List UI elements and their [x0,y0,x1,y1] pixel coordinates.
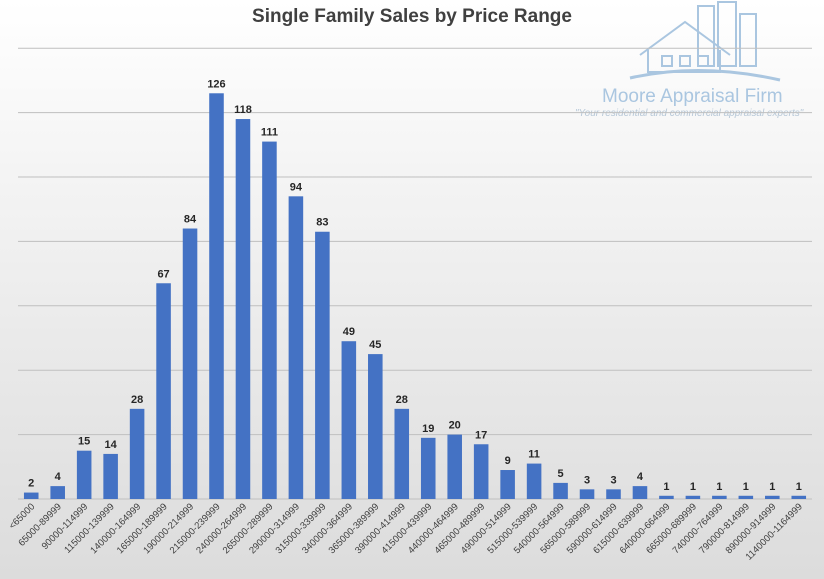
data-label: 2 [28,478,34,490]
data-label: 20 [449,420,461,432]
data-label: 3 [610,474,616,486]
data-label: 28 [396,394,408,406]
bar [473,444,489,499]
bar [553,482,568,499]
bar [526,463,542,499]
bar [447,434,462,499]
bar [235,119,251,499]
data-label: 15 [78,436,90,448]
bar [129,408,145,499]
data-label: 9 [505,455,511,467]
bar [182,228,198,499]
brand-name: Moore Appraisal Firm [602,86,783,107]
gridlines [18,47,812,500]
bar [288,196,304,499]
bar [712,495,727,499]
data-label: 1 [796,481,802,493]
data-label: 111 [261,127,278,139]
bar [156,283,171,499]
data-label: 84 [184,214,197,226]
data-label: 14 [105,439,118,451]
bar [50,486,65,499]
data-label: 17 [475,429,487,441]
bar [659,495,674,499]
bar [738,495,754,499]
bar [341,341,357,499]
data-label: 1 [663,481,669,493]
data-label: 3 [584,474,590,486]
data-label: 4 [637,471,644,483]
bar [103,453,118,499]
bar [791,495,807,499]
bar [394,408,410,499]
data-label: 1 [743,481,749,493]
bar [315,231,330,500]
bar [500,470,515,499]
bar [262,141,277,499]
bar [209,93,224,499]
data-label: 19 [422,423,434,435]
data-label: 83 [316,217,328,229]
data-label: 28 [131,394,143,406]
bar [420,437,436,499]
bar [579,489,595,499]
chart-title: Single Family Sales by Price Range [252,6,572,27]
data-label: 67 [157,268,169,280]
x-tick-labels: <6500065000-8999990000-114999115000-1399… [7,501,805,562]
data-label: 49 [343,326,355,338]
data-label: 4 [55,471,62,483]
data-label: 1 [690,481,696,493]
logo-house-buildings-icon [629,1,781,82]
bar [76,450,92,499]
bars [23,93,807,500]
bar [23,492,39,499]
brand-tagline: "Your residential and commercial apprais… [575,108,804,119]
data-label: 5 [558,468,564,480]
data-label: 118 [234,104,252,116]
bar [632,486,648,499]
data-label: 1 [716,481,722,493]
bar [765,495,780,499]
data-label: 1 [769,481,775,493]
bar [606,489,621,499]
data-label: 45 [369,339,381,351]
data-label: 11 [528,449,540,461]
bar [685,495,701,499]
data-label: 126 [207,78,225,90]
data-label: 94 [290,181,303,193]
bar [368,354,383,499]
